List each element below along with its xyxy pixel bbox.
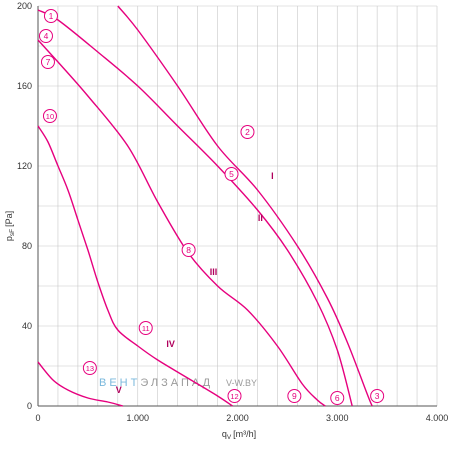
marker-circle (40, 55, 55, 69)
y-tick-label: 200 (17, 1, 32, 11)
marker-12: 12 (227, 389, 242, 403)
marker-label: 12 (230, 392, 238, 401)
series-label-iv: IV (166, 339, 175, 349)
marker-8: 8 (181, 243, 196, 257)
series-label-iii: III (210, 267, 218, 277)
marker-label: 5 (229, 169, 234, 179)
series-lines (37, 5, 373, 407)
marker-9: 9 (287, 389, 302, 403)
marker-label: 2 (245, 127, 250, 137)
marker-circle (38, 29, 53, 43)
series-label-ii: II (258, 213, 263, 223)
marker-10: 10 (42, 109, 57, 123)
watermark-brand-3: ЗАПАД (161, 377, 213, 389)
marker-circle (43, 9, 58, 23)
marker-label: 10 (46, 112, 54, 121)
marker-2: 2 (240, 125, 255, 139)
marker-circle (287, 389, 302, 403)
marker-7: 7 (40, 55, 55, 69)
marker-circle (42, 109, 57, 123)
axes: 0 1.000 2.000 3.000 4.000 0 40 80 120 160 200 (17, 1, 448, 423)
marker-circle (227, 389, 242, 403)
series-line-v (37, 361, 123, 407)
watermark-brand-2: ЭЛ (140, 377, 161, 389)
x-tick-label: 4.000 (426, 413, 449, 423)
marker-circle (330, 391, 345, 405)
y-tick-label: 40 (22, 321, 32, 331)
x-tick-label: 2.000 (226, 413, 249, 423)
y-tick-label: 120 (17, 161, 32, 171)
x-tick-label: 0 (35, 413, 40, 423)
marker-label: 13 (86, 364, 94, 373)
marker-circle (138, 321, 153, 335)
series-label-i: I (271, 171, 274, 181)
y-tick-label: 160 (17, 81, 32, 91)
y-tick-label: 80 (22, 241, 32, 251)
y-tick-label: 0 (27, 401, 32, 411)
marker-label: 7 (46, 57, 51, 67)
marker-circle (224, 167, 239, 181)
y-axis-title: psF[Pa] (4, 211, 16, 241)
marker-label: 9 (292, 391, 297, 401)
series-label-v: V (116, 385, 122, 395)
grid (37, 5, 438, 407)
series-line-iv (37, 125, 233, 407)
x-tick-label: 3.000 (326, 413, 349, 423)
marker-circle (181, 243, 196, 257)
marker-label: 4 (44, 31, 49, 41)
marker-circle (82, 361, 97, 375)
watermark-brand-1: ВЕНТ (99, 377, 140, 389)
watermark-url: V-W.BY (226, 378, 257, 388)
series-line-iii (37, 39, 326, 407)
marker-4: 4 (38, 29, 53, 43)
marker-circle (240, 125, 255, 139)
marker-label: 8 (186, 245, 191, 255)
marker-5: 5 (224, 167, 239, 181)
marker-circle (370, 389, 385, 403)
marker-11: 11 (138, 321, 153, 335)
marker-6: 6 (330, 391, 345, 405)
watermark: ВЕНТЭЛЗАПАД V-W.BY (99, 377, 257, 389)
series-line-i (117, 5, 373, 407)
marker-13: 13 (82, 361, 97, 375)
marker-3: 3 (370, 389, 385, 403)
x-tick-label: 1.000 (126, 413, 149, 423)
marker-label: 6 (335, 393, 340, 403)
watermark-text: ВЕНТЭЛЗАПАД (99, 377, 213, 389)
series-line-ii (37, 9, 353, 407)
x-axis-title: qV [m³/h] (222, 429, 256, 441)
marker-label: 11 (142, 324, 150, 333)
marker-1: 1 (43, 9, 58, 23)
marker-label: 1 (49, 11, 54, 21)
marker-label: 3 (375, 391, 380, 401)
